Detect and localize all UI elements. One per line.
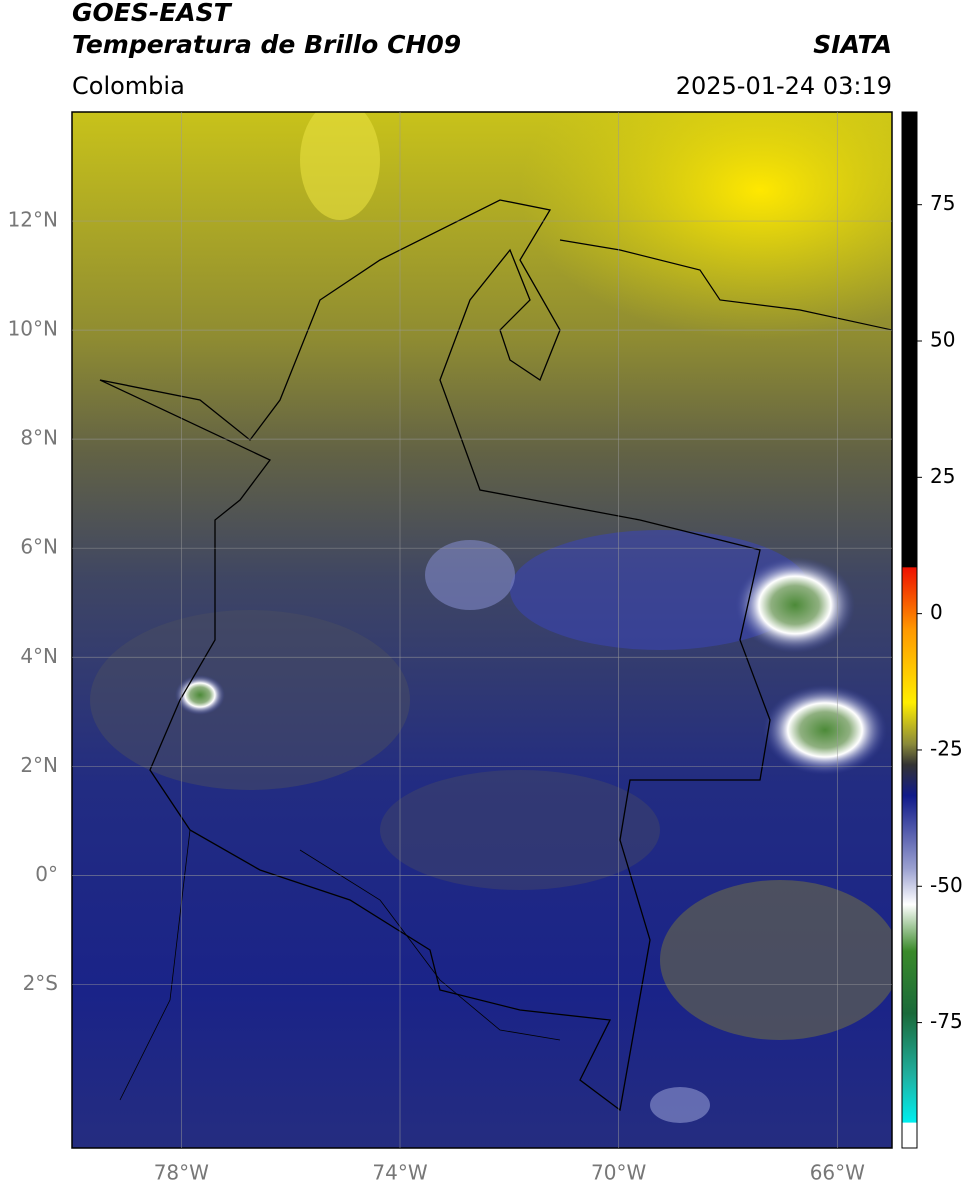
title: GOES-EAST bbox=[72, 0, 233, 27]
y-tick-label: 4°N bbox=[20, 644, 58, 668]
x-tick-label: 78°W bbox=[154, 1161, 209, 1185]
colorbar-tick-label: 50 bbox=[930, 328, 955, 352]
datetime: 2025-01-24 03:19 bbox=[676, 72, 892, 100]
y-tick-label: 0° bbox=[35, 862, 58, 886]
colorbar bbox=[901, 111, 918, 1149]
subtitle: Temperatura de Brillo CH09 bbox=[72, 30, 461, 59]
colorbar-tick-label: 25 bbox=[930, 464, 955, 488]
region: Colombia bbox=[72, 72, 185, 100]
x-tick-label: 74°W bbox=[372, 1161, 427, 1185]
y-tick-label: 10°N bbox=[8, 317, 58, 341]
map-frame bbox=[71, 111, 893, 1149]
x-tick-label: 66°W bbox=[810, 1161, 865, 1185]
y-tick-label: 2°N bbox=[20, 753, 58, 777]
y-tick-label: 12°N bbox=[8, 208, 58, 232]
y-tick-label: 6°N bbox=[20, 535, 58, 559]
colorbar-tick-label: -25 bbox=[930, 736, 963, 760]
colorbar-tick-label: -75 bbox=[930, 1009, 963, 1033]
imagery bbox=[72, 112, 892, 1148]
source: SIATA bbox=[813, 30, 892, 59]
x-tick-label: 70°W bbox=[591, 1161, 646, 1185]
colorbar-tick-label: -50 bbox=[930, 873, 963, 897]
y-tick-label: 2°S bbox=[23, 971, 58, 995]
colorbar-tick-label: 75 bbox=[930, 191, 955, 215]
y-tick-label: 8°N bbox=[20, 426, 58, 450]
colorbar-tick-label: 0 bbox=[930, 600, 943, 624]
